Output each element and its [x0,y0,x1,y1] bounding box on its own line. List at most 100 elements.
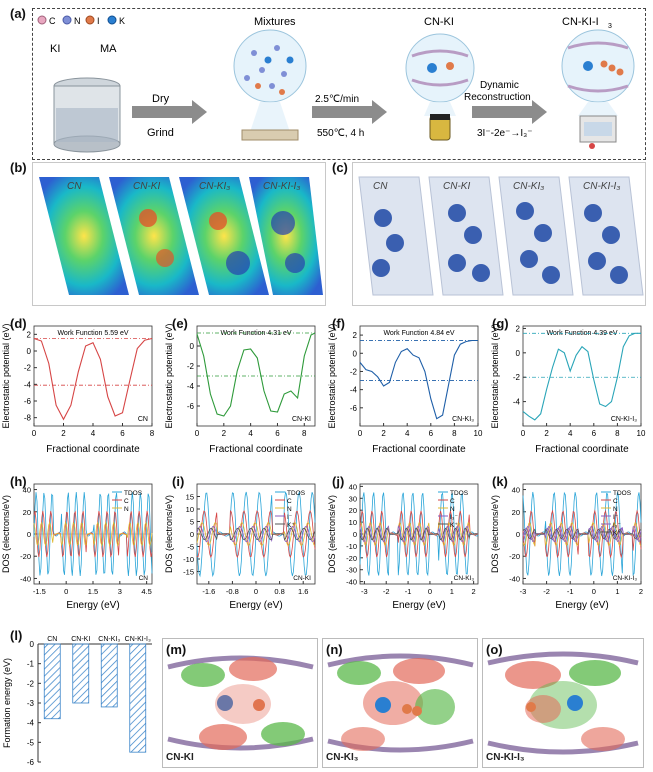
dry-label: Dry [152,93,170,105]
x-tick-label: -3 [520,587,527,596]
x-axis-label: Fractional coordinate [535,444,629,455]
map-b-label-cn: CN [67,181,82,192]
x-axis-label: Energy (eV) [229,600,282,611]
legend-label-4: I₃⁻ [613,522,621,529]
y-tick-label: -20 [346,554,357,563]
x-tick-label: -0.8 [226,587,239,596]
legend-label-3: I⁻ [613,514,619,521]
x-tick-label: 1.6 [298,587,308,596]
panel-label-d: (d) [10,316,27,331]
x-tick-label: 0 [428,587,432,596]
x-tick-label: 6 [592,429,597,438]
x-tick-label: 0 [254,587,258,596]
legend-label-4: K⁺ [287,522,295,529]
y-axis-label: Electrostatic potential (eV) [490,323,500,428]
map-b-label-cnki3: CN-KI₃ [199,181,230,192]
y-tick-label: -5 [27,738,35,747]
category-label-0: CN [47,636,57,643]
x-tick-label: 2 [61,429,66,438]
legend-label-0: TDOS [613,490,632,497]
y-tick-label: -1 [27,660,35,669]
temp-label: 550℃, 4 h [317,128,364,139]
chart-f: Work Function 4.84 eV 0 2 4 6 8 10 -6 -4 -2 0 2 CN-K… [327,323,483,455]
x-tick-label: -1.6 [202,587,215,596]
bar-3 [129,643,147,753]
legend-n-text: N [74,16,81,26]
cnkii3-sub: 3 [608,23,612,30]
x-tick-label: 0 [64,587,68,596]
x-tick-label: 8 [615,429,620,438]
panel-a-frame [32,8,646,160]
y-tick-label: -40 [346,578,357,587]
x-tick-label: -1.5 [33,587,46,596]
y-tick-label: 2 [27,330,32,339]
x-tick-label: 8 [452,429,457,438]
x-tick-label: -2 [543,587,550,596]
legend-label-3: I⁻ [287,514,293,521]
x-tick-label: 2 [222,429,227,438]
x-tick-label: 10 [637,429,646,438]
legend-c-atom [37,15,47,25]
y-axis-label: DOS (electrons/eV) [490,495,500,573]
y-tick-label: -2 [350,367,358,376]
potential-line [522,332,641,421]
panel-c-maps: CN CN-KI CN-KI₃ CN-KI-I₃ [358,176,644,296]
y-tick-label: 10 [186,505,194,514]
y-tick-label: -20 [20,552,31,561]
chart-tag: CN-KI₃ [452,416,474,423]
dos-trace-4 [196,527,316,541]
x-tick-label: 2 [639,587,643,596]
y-axis-label: DOS (electrons/eV) [327,495,337,573]
y-tick-label: 2 [516,324,521,333]
dos-trace-0 [359,492,479,577]
y-tick-label: -2 [187,362,195,371]
legend-i-atom [85,15,95,25]
y-tick-label: -20 [509,552,520,561]
arrow-reconstruction [472,100,547,124]
panel-n-frame [322,638,478,768]
y-tick-label: 5 [190,518,194,527]
y-tick-label: 15 [186,493,194,502]
y-tick-label: 0 [190,530,194,539]
panel-m-frame [162,638,318,768]
reconstruction-label: Reconstruction [464,92,531,103]
y-tick-label: 20 [23,508,31,517]
dos-trace-3 [359,525,479,543]
esp-map-cnki3 [179,177,269,295]
x-tick-label: 4 [91,429,96,438]
y-tick-label: -40 [509,574,520,583]
y-tick-label: 40 [512,486,520,495]
x-tick-label: 0 [32,429,37,438]
chart-j: -3 -2 -1 0 1 2-40-30-20-10010203040TDOSCNI₃⁻K… [327,482,479,611]
legend-k-atom [107,15,117,25]
y-tick-label: -4 [187,382,195,391]
x-tick-label: 2 [381,429,386,438]
legend-label-1: C [287,498,292,505]
legend-label-1: C [450,498,455,505]
panel-label-j: (j) [332,474,345,489]
y-tick-label: 40 [23,486,31,495]
map-c-label-cn: CN [373,181,388,192]
cnkii3-label: CN-KI-I [562,16,599,28]
category-label-1: CN-KI [71,636,90,643]
dos-trace-2 [33,521,153,547]
legend-label-0: TDOS [450,490,469,497]
legend-label-3: I₃⁻ [450,514,458,521]
boat [241,129,299,141]
x-tick-label: 4 [405,429,410,438]
panel-o-caption: CN-KI-I₃ [486,752,525,763]
y-tick-label: 2 [353,331,358,340]
x-tick-label: 4 [568,429,573,438]
cnki-label: CN-KI [424,16,454,28]
x-tick-label: 10 [474,429,483,438]
y-tick-label: -6 [27,758,35,767]
rate-label: 2.5℃/min [315,94,359,105]
y-axis-label: Electrostatic potential (eV) [164,323,174,428]
map-c-label-cnkii3: CN-KI-I₃ [583,181,620,192]
plot-frame [33,325,153,427]
y-tick-label: -5 [187,543,194,552]
x-tick-label: 8 [302,429,307,438]
chart-d: Work Function 5.59 eV 0 2 4 6 8 -8 -6 -4 -2 0 2 CN Fr… [1,323,155,455]
